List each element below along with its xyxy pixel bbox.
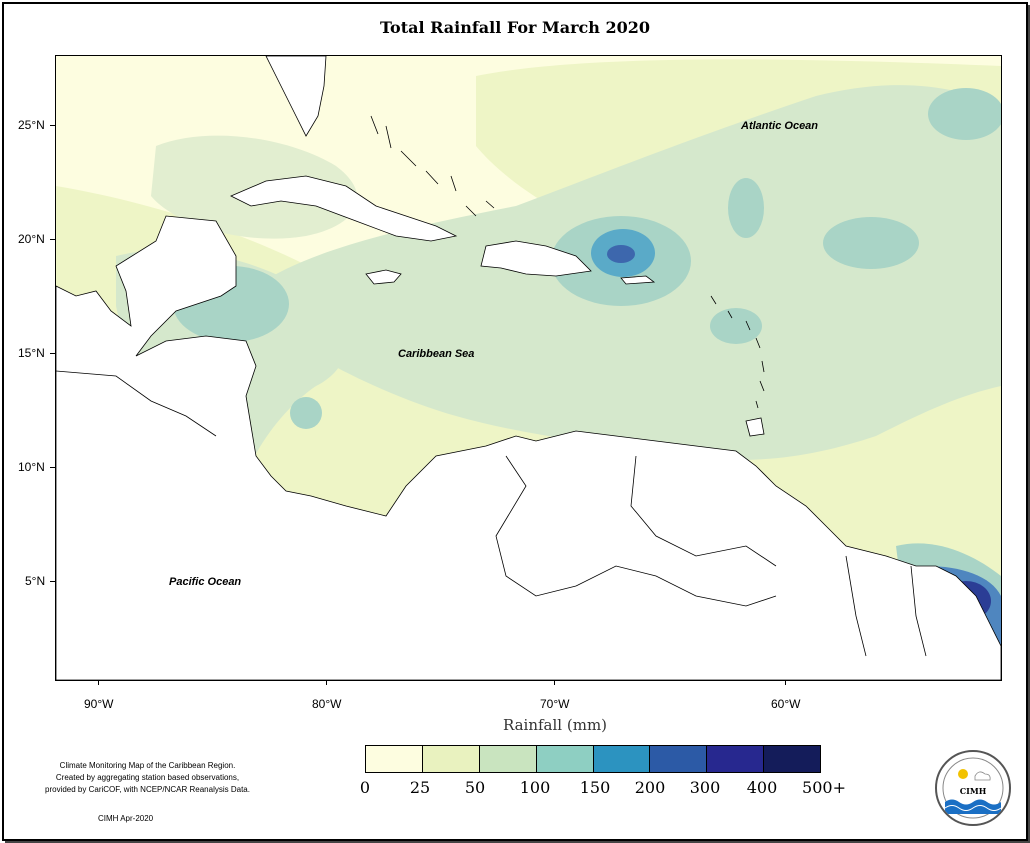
rainfall-200-300-puerto-rico: [607, 245, 635, 263]
note-line: Climate Monitoring Map of the Caribbean …: [59, 761, 236, 770]
legend-swatch: [536, 746, 594, 772]
map-title: Total Rainfall For March 2020: [379, 18, 650, 37]
logo-name: CIMH: [959, 786, 987, 796]
lon-tick: [785, 680, 786, 685]
lat-label-10n: 10°N: [18, 460, 45, 474]
bahamas-islands: [370, 115, 495, 217]
legend-swatch: [366, 746, 423, 772]
lon-tick: [98, 680, 99, 685]
land-trinidad: [745, 417, 765, 437]
x-axis-label: Rainfall (mm): [502, 716, 608, 734]
legend-label: 200: [634, 778, 666, 797]
land-jamaica: [365, 269, 402, 285]
legend-swatch: [650, 746, 708, 772]
rainfall-100-150-atlantic-small: [728, 178, 764, 238]
legend-label: 150: [579, 778, 611, 797]
lat-tick: [50, 125, 55, 126]
legend-swatch: [422, 746, 480, 772]
lon-label-60w: 60°W: [771, 697, 801, 711]
sun-icon: [958, 769, 968, 779]
note-line: Created by aggregating station based obs…: [55, 773, 240, 782]
lat-label-5n: 5°N: [25, 574, 46, 588]
legend-label: 500+: [802, 778, 846, 797]
waves-icon: [945, 799, 1001, 814]
legend-swatch: [593, 746, 651, 772]
logo-graphic: [942, 757, 1004, 819]
lat-label-25n: 25°N: [18, 118, 45, 132]
lesser-antilles-islands: [710, 295, 765, 409]
lat-tick: [50, 239, 55, 240]
lat-tick: [50, 467, 55, 468]
legend-swatch: [479, 746, 537, 772]
cimh-logo: CIMH: [935, 750, 1011, 826]
rainfall-100-150-nicaragua: [290, 397, 322, 429]
lon-label-80w: 80°W: [312, 697, 342, 711]
lat-label-20n: 20°N: [18, 232, 45, 246]
credit-text: CIMH Apr-2020: [98, 814, 154, 823]
legend-label: 400: [746, 778, 778, 797]
land-puerto-rico: [620, 275, 656, 285]
lat-tick: [50, 581, 55, 582]
legend-label: 25: [409, 778, 431, 797]
land-cuba: [230, 175, 458, 242]
lon-label-90w: 90°W: [84, 697, 114, 711]
pacific-ocean-label: Pacific Ocean: [169, 576, 242, 588]
rainfall-100-150-lesser-antilles: [710, 308, 762, 344]
caribbean-sea-label: Caribbean Sea: [398, 348, 475, 360]
note-line: provided by CariCOF, with NCEP/NCAR Rean…: [45, 785, 250, 794]
rainfall-shading: [56, 56, 1001, 680]
lon-tick: [554, 680, 555, 685]
land-florida: [265, 56, 327, 137]
legend-label: 100: [519, 778, 551, 797]
map-description: Climate Monitoring Map of the Caribbean …: [20, 760, 275, 796]
legend-label: 50: [464, 778, 486, 797]
rainfall-100-150-northeast: [928, 88, 1001, 140]
legend-label: 300: [689, 778, 721, 797]
lat-tick: [50, 353, 55, 354]
legend-labels: 0 25 50 100 150 200 300 400 500+: [350, 778, 870, 798]
atlantic-ocean-label: Atlantic Ocean: [741, 120, 819, 132]
land-central-america: [56, 215, 1001, 680]
color-legend: [365, 745, 821, 773]
legend-swatch: [707, 746, 765, 772]
land-hispaniola: [480, 240, 592, 277]
rainfall-map: Atlantic Ocean Caribbean Sea Pacific Oce…: [55, 55, 1002, 681]
lon-tick: [326, 680, 327, 685]
country-borders: [56, 370, 927, 657]
rainfall-100-150-atlantic-east: [823, 217, 919, 269]
lat-label-15n: 15°N: [18, 346, 45, 360]
legend-swatch: [764, 746, 820, 772]
legend-label: 0: [359, 778, 371, 797]
lon-label-70w: 70°W: [540, 697, 570, 711]
cloud-icon: [974, 771, 991, 781]
